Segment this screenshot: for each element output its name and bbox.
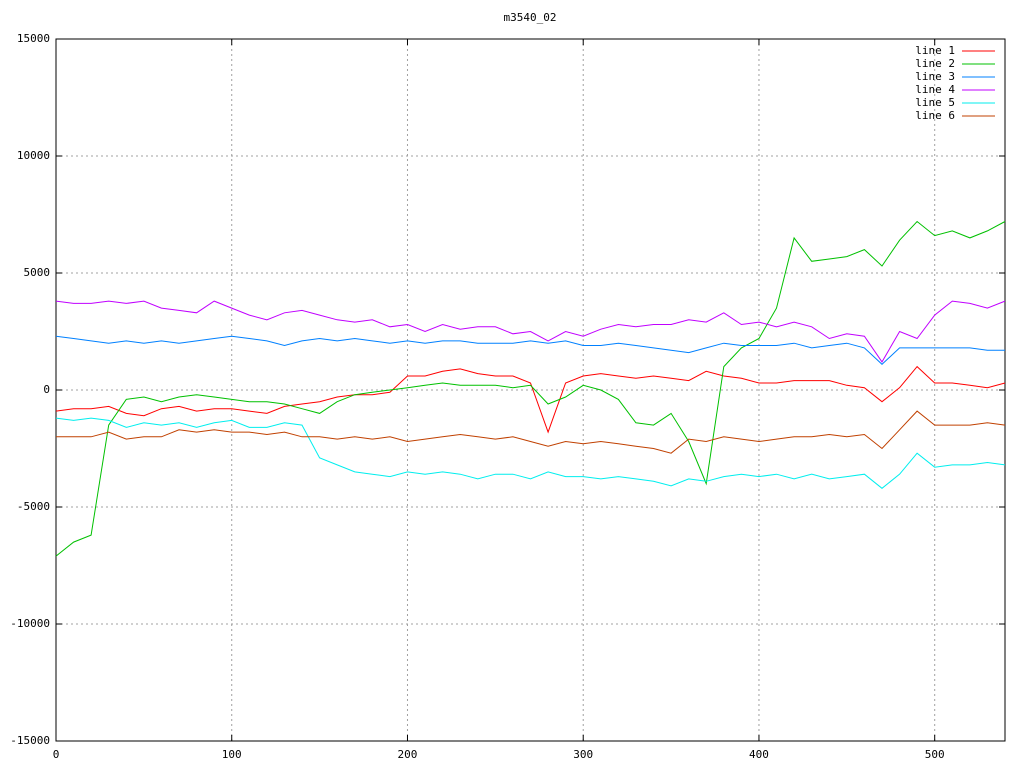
y-tick-label: 5000 <box>24 266 51 279</box>
series-line <box>56 410 1006 454</box>
series-line <box>55 365 1006 434</box>
x-tick-label: 300 <box>573 748 593 761</box>
x-tick-label: 500 <box>925 748 945 761</box>
x-tick-label: 0 <box>53 748 60 761</box>
series-line <box>55 417 1006 489</box>
x-tick-label: 100 <box>222 748 242 761</box>
y-tick-label: -15000 <box>10 734 50 747</box>
series-line <box>55 220 1006 557</box>
series-line <box>55 300 1006 363</box>
y-tick-label: 0 <box>43 383 50 396</box>
y-tick-label: 10000 <box>17 149 50 162</box>
y-tick-label: 15000 <box>17 32 50 45</box>
legend-label: line 6 <box>915 109 955 122</box>
series-line <box>55 335 1005 365</box>
plot-frame <box>55 38 1006 742</box>
legend-label: line 4 <box>915 83 955 96</box>
legend-label: line 5 <box>915 96 955 109</box>
legend-label: line 2 <box>915 57 955 70</box>
x-tick-label: 400 <box>749 748 769 761</box>
chart-title: m3540_02 <box>504 11 557 24</box>
legend-label: line 3 <box>915 70 955 83</box>
y-tick-label: -10000 <box>10 617 50 630</box>
legend-label: line 1 <box>915 44 955 57</box>
y-tick-label: -5000 <box>17 500 50 513</box>
x-tick-label: 200 <box>398 748 418 761</box>
